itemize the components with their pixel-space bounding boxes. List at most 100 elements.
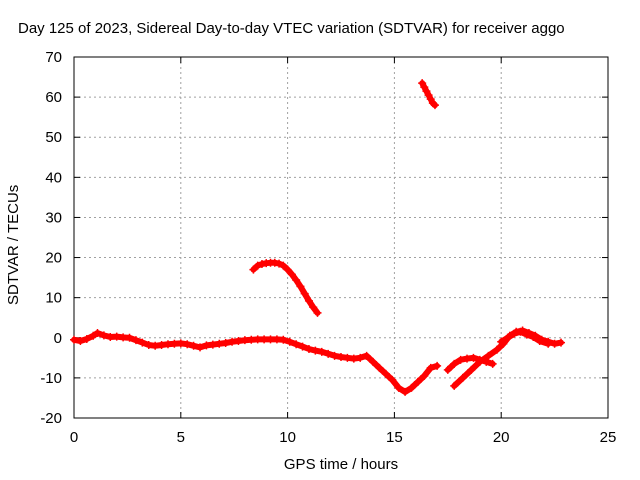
y-tick-label: 60 xyxy=(45,89,62,106)
data-point xyxy=(125,333,134,342)
data-point xyxy=(356,353,365,362)
data-point xyxy=(70,335,78,344)
y-tick-label: 10 xyxy=(45,290,62,307)
data-point xyxy=(503,333,512,342)
data-point xyxy=(407,383,416,392)
data-point xyxy=(249,265,258,274)
data-point xyxy=(292,340,301,349)
data-point xyxy=(497,337,506,346)
data-point xyxy=(304,296,313,305)
data-point xyxy=(257,259,266,268)
data-point xyxy=(510,329,519,338)
x-tick-label: 20 xyxy=(493,429,510,446)
data-point xyxy=(183,340,192,349)
data-point xyxy=(157,340,166,349)
data-series xyxy=(70,79,566,396)
data-point xyxy=(330,351,339,360)
data-point xyxy=(522,330,531,339)
data-point xyxy=(89,331,98,340)
data-point xyxy=(309,303,318,312)
data-point xyxy=(420,371,429,380)
y-tick-label: 50 xyxy=(45,129,62,146)
data-point xyxy=(208,340,217,349)
data-point xyxy=(516,327,525,336)
y-axis-label: SDTVAR / TECUs xyxy=(5,184,22,305)
data-point xyxy=(287,270,296,279)
data-point xyxy=(535,336,544,345)
series-track-arc xyxy=(249,258,322,317)
data-point xyxy=(337,353,345,362)
data-point xyxy=(313,308,322,317)
data-point xyxy=(296,282,305,291)
data-point xyxy=(529,332,538,341)
series-track-main xyxy=(70,328,442,396)
data-point xyxy=(317,347,326,356)
data-point xyxy=(430,101,439,110)
data-point xyxy=(99,331,108,340)
y-tick-label: -20 xyxy=(40,410,62,427)
data-point xyxy=(202,341,211,350)
data-point xyxy=(401,387,410,396)
data-point xyxy=(484,351,493,360)
y-tick-label: 30 xyxy=(45,209,62,226)
series-track-branch xyxy=(497,327,553,348)
y-tick-label: -10 xyxy=(40,370,62,387)
data-point xyxy=(138,338,147,347)
series-track-high xyxy=(418,79,439,110)
x-axis-ticks: 0 5 10 15 20 25 xyxy=(70,57,617,446)
data-point xyxy=(343,353,352,362)
grid-lines xyxy=(74,57,608,418)
data-point xyxy=(275,259,284,268)
plot-frame xyxy=(73,56,609,419)
data-point xyxy=(324,349,333,358)
data-point xyxy=(456,355,465,364)
data-point xyxy=(362,351,371,360)
x-tick-label: 0 xyxy=(70,429,78,446)
data-point xyxy=(467,365,476,374)
data-point xyxy=(93,328,102,337)
data-point xyxy=(420,83,429,92)
data-point xyxy=(304,345,313,354)
x-tick-label: 25 xyxy=(600,429,617,446)
data-point xyxy=(298,342,307,351)
data-point xyxy=(221,338,230,347)
data-point xyxy=(283,265,292,274)
data-point xyxy=(292,276,301,285)
data-point xyxy=(492,345,501,354)
data-point xyxy=(443,365,452,374)
data-point xyxy=(215,339,224,348)
y-tick-label: 0 xyxy=(54,330,62,347)
data-point xyxy=(112,332,121,341)
x-axis-label: GPS time / hours xyxy=(283,456,399,473)
data-point xyxy=(488,359,497,368)
data-point xyxy=(311,346,320,355)
data-point xyxy=(458,373,467,382)
series-trace xyxy=(71,330,441,395)
data-point xyxy=(426,363,435,372)
data-point xyxy=(433,361,442,370)
data-point xyxy=(76,336,85,345)
x-tick-label: 10 xyxy=(279,429,296,446)
data-point xyxy=(253,261,262,270)
data-point xyxy=(424,91,433,100)
data-point xyxy=(349,354,358,363)
data-point xyxy=(270,258,279,267)
x-tick-label: 15 xyxy=(386,429,403,446)
data-point xyxy=(144,340,153,349)
y-tick-label: 70 xyxy=(45,49,62,66)
data-point xyxy=(426,95,435,104)
data-point xyxy=(279,335,288,344)
data-point xyxy=(388,375,397,384)
data-point xyxy=(234,336,243,345)
data-point xyxy=(450,381,459,390)
x-tick-label: 5 xyxy=(177,429,185,446)
data-point xyxy=(463,354,472,363)
data-point xyxy=(394,383,403,392)
data-point xyxy=(189,341,198,350)
data-point xyxy=(469,353,478,362)
data-point xyxy=(450,359,459,368)
data-point xyxy=(151,341,160,350)
data-point xyxy=(475,357,484,366)
data-point xyxy=(176,339,185,348)
